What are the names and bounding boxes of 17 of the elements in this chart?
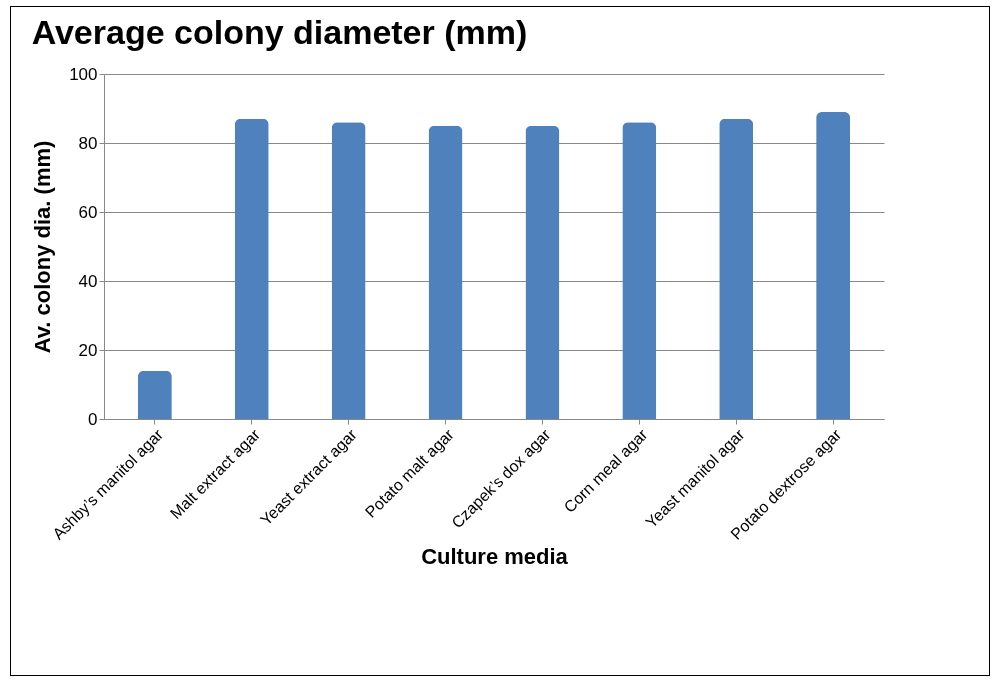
bar	[622, 122, 657, 419]
y-tick-label: 80	[78, 133, 98, 153]
y-tick-label: 20	[78, 340, 98, 360]
bar	[719, 118, 754, 419]
bar	[525, 125, 560, 419]
y-axis-title: Av. colony dia. (mm)	[30, 140, 56, 354]
x-axis-title: Culture media	[421, 543, 569, 569]
chart-title: Average colony diameter (mm)	[31, 13, 528, 51]
y-tick-label: 100	[69, 64, 98, 84]
bar	[428, 125, 463, 419]
y-tick-label: 40	[78, 271, 98, 291]
bar	[234, 118, 269, 419]
bar	[816, 111, 851, 419]
bar	[331, 122, 366, 419]
y-tick-label: 60	[78, 202, 98, 222]
y-tick-label: 0	[88, 409, 98, 429]
bar	[137, 370, 172, 419]
